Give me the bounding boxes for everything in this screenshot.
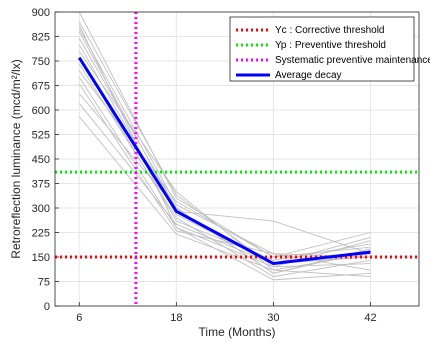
y-tick-label: 450: [32, 154, 50, 166]
legend-label-preventive: Yp : Preventive threshold: [275, 40, 386, 51]
y-axis-title: Retroreflection luminance (mcd/m²/lx): [9, 59, 23, 258]
reference-lines: [55, 12, 419, 306]
legend-box: [229, 16, 415, 82]
individual-series-line: [78, 77, 371, 268]
individual-series-line: [78, 24, 371, 281]
average-decay-line: [77, 56, 371, 266]
x-tick-label: 18: [170, 312, 182, 324]
individual-series-line: [78, 31, 371, 255]
individual-series-lines: [78, 11, 371, 281]
y-tick-label: 150: [32, 252, 50, 264]
individual-series-line: [78, 93, 371, 274]
x-tick-label: 30: [267, 312, 279, 324]
x-tick-label: 42: [364, 312, 376, 324]
y-tick-label: 525: [32, 130, 50, 142]
x-tick-labels: 6 18 30 42: [76, 312, 376, 324]
y-tick-label: 600: [32, 105, 50, 117]
y-tick-label: 750: [32, 56, 50, 68]
legend-label-systematic: Systematic preventive maintenance: [275, 55, 430, 66]
y-tick-label: 825: [32, 32, 50, 44]
legend-label-average: Average decay: [275, 70, 342, 81]
y-tick-label: 900: [32, 7, 50, 19]
y-tick-label: 300: [32, 203, 50, 215]
legend-label-corrective: Yc : Corrective threshold: [275, 25, 385, 36]
individual-series-line: [78, 103, 371, 264]
y-tick-labels: 0 75 150 225 300 375 450 525 600 675 750 825 900: [32, 7, 50, 313]
x-tick-label: 6: [76, 312, 82, 324]
y-tick-label: 225: [32, 228, 50, 240]
y-tick-label: 0: [44, 301, 50, 313]
legend: Yc : Corrective threshold Yp : Preventiv…: [229, 16, 430, 82]
average-decay-polyline: [77, 56, 371, 266]
y-tick-label: 675: [32, 81, 50, 93]
x-axis-title: Time (Months): [199, 325, 276, 339]
y-tick-label: 375: [32, 179, 50, 191]
y-tick-label: 75: [38, 277, 50, 289]
plot-frame: [54, 11, 420, 307]
individual-series-line: [78, 116, 371, 278]
individual-series-line: [78, 83, 371, 271]
